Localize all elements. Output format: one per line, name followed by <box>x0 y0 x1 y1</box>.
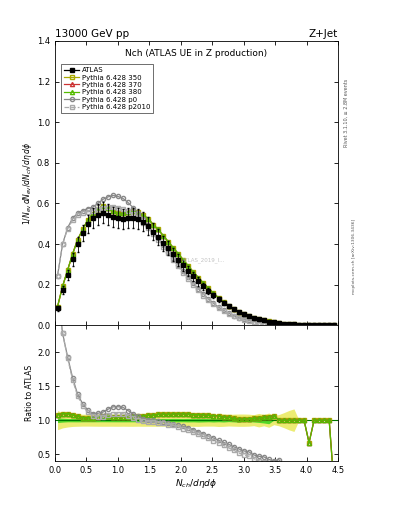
Text: Z+Jet: Z+Jet <box>309 29 338 39</box>
Y-axis label: $1/N_{ev}\,dN_{ev}/dN_{ch}/d\eta\,d\phi$: $1/N_{ev}\,dN_{ev}/dN_{ch}/d\eta\,d\phi$ <box>21 142 34 225</box>
Text: 13000 GeV pp: 13000 GeV pp <box>55 29 129 39</box>
Text: Rivet 3.1.10, ≥ 2.8M events: Rivet 3.1.10, ≥ 2.8M events <box>344 78 349 147</box>
Legend: ATLAS, Pythia 6.428 350, Pythia 6.428 370, Pythia 6.428 380, Pythia 6.428 p0, Py: ATLAS, Pythia 6.428 350, Pythia 6.428 37… <box>61 65 153 113</box>
Text: Nch (ATLAS UE in Z production): Nch (ATLAS UE in Z production) <box>125 50 268 58</box>
Text: ATLAS_2019_I...: ATLAS_2019_I... <box>182 257 226 263</box>
X-axis label: $N_{ch}/d\eta d\phi$: $N_{ch}/d\eta d\phi$ <box>175 477 218 490</box>
Text: mcplots.cern.ch [arXiv:1306.3436]: mcplots.cern.ch [arXiv:1306.3436] <box>352 219 356 293</box>
Y-axis label: Ratio to ATLAS: Ratio to ATLAS <box>25 365 34 421</box>
